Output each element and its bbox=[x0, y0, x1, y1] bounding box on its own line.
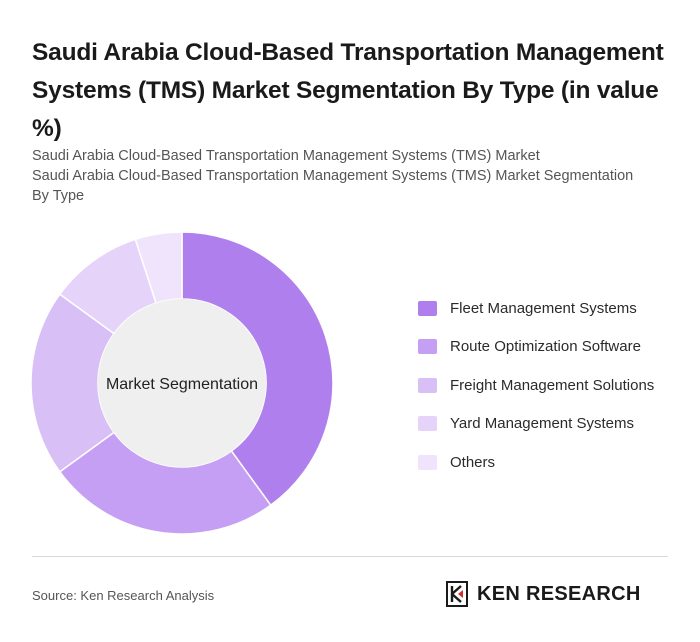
legend-item: Route Optimization Software bbox=[418, 328, 688, 367]
legend-label: Route Optimization Software bbox=[450, 338, 641, 356]
legend-label: Others bbox=[450, 453, 496, 471]
brand-logo: KEN RESEARCH bbox=[446, 581, 641, 607]
chart-legend: Fleet Management Systems Route Optimizati… bbox=[418, 289, 688, 482]
chart-title: Saudi Arabia Cloud-Based Transportation … bbox=[32, 39, 664, 142]
legend-swatch bbox=[418, 300, 437, 316]
source-note: Source: Ken Research Analysis bbox=[32, 588, 215, 603]
legend-item: Others bbox=[418, 443, 688, 482]
ken-research-logo-icon bbox=[446, 581, 468, 607]
donut-chart: Market Segmentation bbox=[30, 231, 334, 535]
legend-label: Yard Management Systems bbox=[450, 415, 634, 433]
legend-item: Freight Management Solutions bbox=[418, 366, 688, 405]
legend-swatch bbox=[418, 339, 437, 355]
legend-swatch bbox=[418, 416, 437, 432]
chart-subtitle: Saudi Arabia Cloud-Based Transportation … bbox=[32, 146, 652, 206]
subtitle-line-2: Saudi Arabia Cloud-Based Transportation … bbox=[32, 168, 634, 204]
footer-divider bbox=[32, 556, 668, 557]
legend-label: Freight Management Solutions bbox=[450, 376, 655, 394]
donut-center-label: Market Segmentation bbox=[106, 376, 258, 393]
brand-name: KEN RESEARCH bbox=[477, 582, 641, 605]
legend-item: Fleet Management Systems bbox=[418, 289, 688, 328]
donut-slices bbox=[30, 231, 334, 535]
legend-item: Yard Management Systems bbox=[418, 405, 688, 444]
legend-swatch bbox=[418, 454, 437, 470]
legend-label: Fleet Management Systems bbox=[450, 299, 637, 317]
subtitle-line-1: Saudi Arabia Cloud-Based Transportation … bbox=[32, 148, 540, 164]
donut-hole bbox=[98, 299, 266, 467]
legend-swatch bbox=[418, 377, 437, 393]
